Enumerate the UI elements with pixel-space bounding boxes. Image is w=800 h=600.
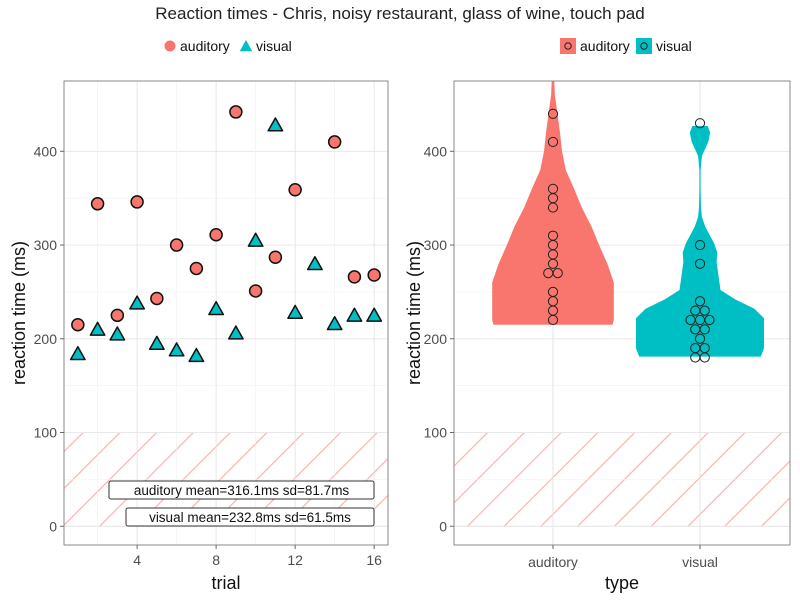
y-tick-label: 400 [34,143,58,159]
x-tick-label: visual [682,554,718,570]
visual-point [129,295,146,310]
auditory-dot [547,108,559,119]
chart-title: Reaction times - Chris, noisy restaurant… [155,4,644,23]
y-tick-label: 0 [439,518,447,534]
legend-auditory-symbol [164,40,176,52]
annotation-auditory-stats: auditory mean=316.1ms sd=81.7ms [134,483,350,498]
visual-dot [704,314,715,326]
legend-auditory-label: auditory [580,38,630,54]
y-tick-label: 200 [424,331,448,347]
legend-visual-dot [640,42,648,50]
legend-auditory-symbol [560,38,576,54]
visual-dot [699,305,710,316]
visual-point [69,345,86,361]
y-tick-label: 100 [424,425,448,441]
annotation-box [108,480,375,500]
y-tick-label: 0 [49,518,57,534]
visual-point [366,307,383,322]
x-tick-label: 16 [366,552,382,568]
visual-dot [699,324,710,335]
visual-point [346,307,363,322]
auditory-point [367,268,381,282]
visual-dot [694,239,706,251]
auditory-point [347,270,362,284]
y-tick-label: 200 [34,331,58,347]
legend-visual-label: visual [256,38,292,54]
auditory-dot [547,230,559,241]
violin-panel: 0 100 200 300 400 auditory visual type reaction … [404,38,791,593]
visual-dot [694,296,706,307]
auditory-point [169,238,184,252]
legend-auditory-dot [564,42,572,50]
x-axis-label: type [605,573,639,593]
auditory-point [110,308,125,323]
x-axis-label: trial [211,573,240,593]
auditory-point [268,250,283,264]
legend-auditory-label: auditory [180,38,230,54]
auditory-dot [547,286,559,298]
y-tick-label: 300 [34,237,58,253]
visual-dot [694,333,706,344]
scatter-panel: auditory mean=316.1ms sd=81.7ms visual me… [9,38,389,593]
auditory-point [248,284,263,298]
legend-visual-label: visual [656,38,692,54]
auditory-point [229,105,243,119]
panel-border [453,80,791,546]
visual-point [306,255,323,271]
visual-point [168,342,185,357]
visual-dot [694,118,706,129]
visual-point [287,304,304,320]
visual-dot [694,258,706,269]
y-tick-label: 400 [424,143,448,159]
visual-point [188,347,205,363]
visual-point [227,325,244,340]
violin-legend: auditory visual [560,38,692,54]
y-tick-label: 300 [424,237,448,253]
x-tick-label: 12 [287,552,303,568]
legend-visual-symbol [636,38,652,54]
y-axis-label: reaction time (ms) [9,241,29,385]
scatter-legend: auditory visual [164,38,292,54]
visual-dot [699,343,710,354]
panel-border [63,80,389,546]
visual-point [267,117,284,132]
auditory-point [288,182,302,197]
x-tick-label: 4 [133,552,141,568]
auditory-point [90,197,105,211]
violin-layer [492,81,764,363]
legend-visual-symbol [239,40,253,52]
visual-point [89,321,106,336]
auditory-point [209,227,223,242]
x-tick-label: auditory [528,554,578,570]
auditory-dot [547,183,559,194]
visual-point [109,326,126,341]
visual-point [148,335,165,350]
x-tick-label: 8 [212,552,220,568]
auditory-dot [547,136,559,148]
visual-point [208,300,225,316]
annotation-visual-stats: visual mean=232.8ms sd=61.5ms [149,510,351,525]
auditory-point [189,261,204,276]
annotation-box [125,507,375,527]
y-axis-label: reaction time (ms) [404,241,424,385]
visual-point [247,232,264,247]
auditory-point [71,317,85,332]
auditory-point [130,195,144,209]
y-tick-label: 100 [34,425,58,441]
violin-visual [636,126,764,357]
auditory-dot [552,268,563,279]
auditory-point [150,291,164,306]
visual-point [326,315,343,331]
auditory-point [327,135,342,149]
